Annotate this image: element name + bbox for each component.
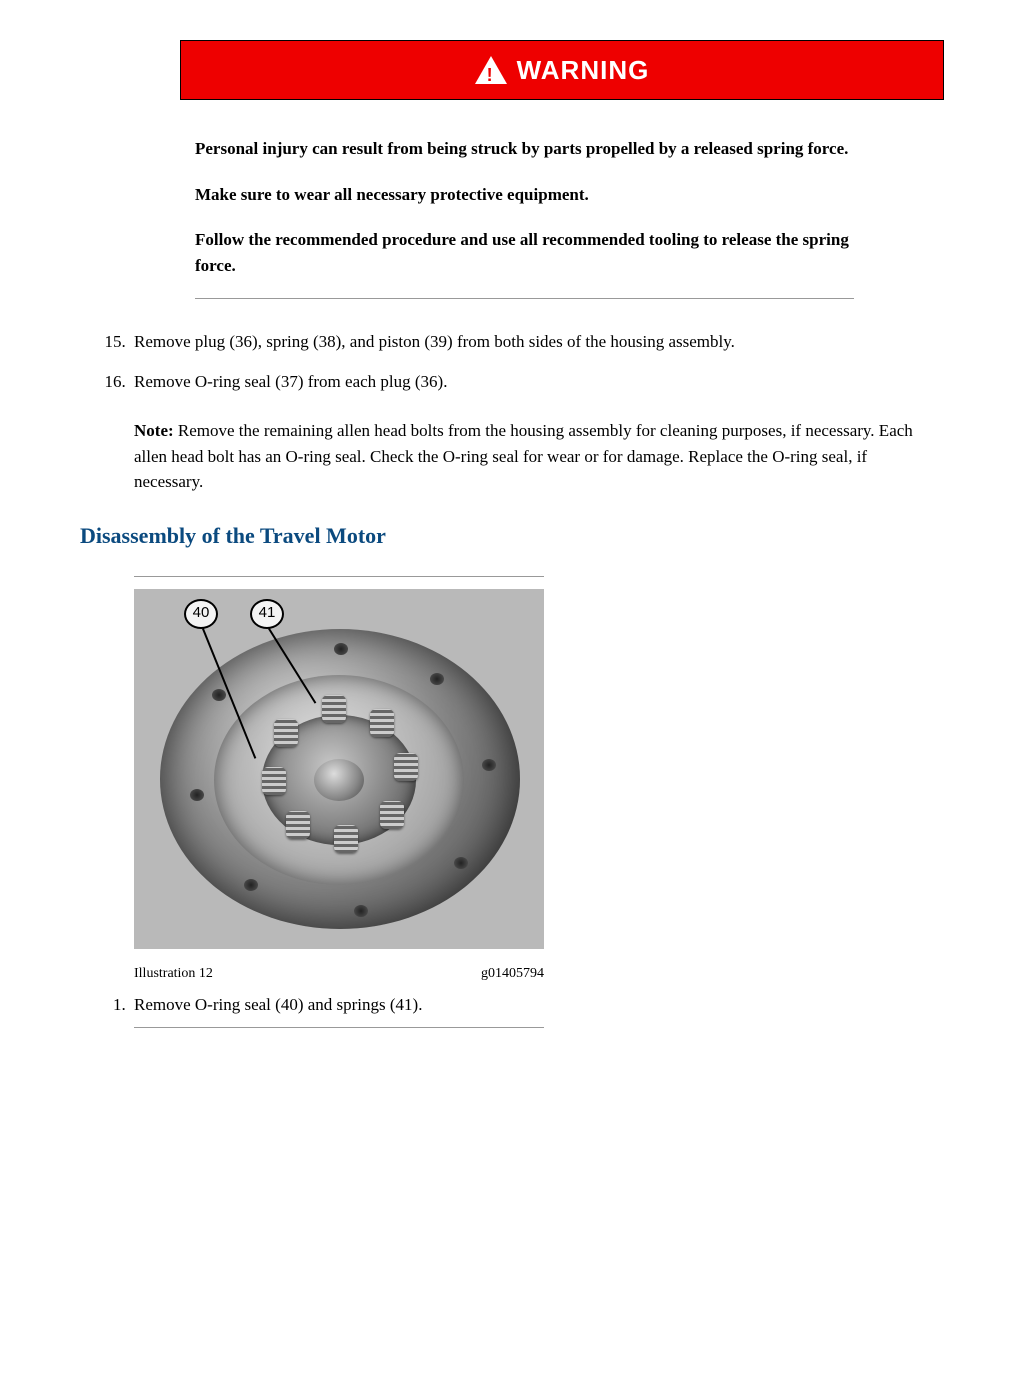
bolt-hole-shape: [354, 905, 368, 917]
spring-shape: [334, 825, 358, 853]
steps-list-upper: Remove plug (36), spring (38), and pisto…: [80, 329, 944, 394]
callout-label: 41: [259, 602, 276, 625]
spring-shape: [380, 801, 404, 829]
warning-paragraph: Personal injury can result from being st…: [195, 136, 854, 162]
callout-bubble: 40: [184, 599, 218, 629]
step-item: Remove O-ring seal (40) and springs (41)…: [130, 992, 944, 1018]
note-text: Remove the remaining allen head bolts fr…: [134, 421, 913, 491]
warning-paragraph: Make sure to wear all necessary protecti…: [195, 182, 854, 208]
bolt-hole-shape: [244, 879, 258, 891]
bolt-hole-shape: [212, 689, 226, 701]
spring-shape: [322, 695, 346, 723]
note-paragraph: Note: Remove the remaining allen head bo…: [134, 418, 924, 495]
figure-caption-row: Illustration 12 g01405794: [134, 963, 544, 984]
spring-shape: [274, 719, 298, 747]
figure-rule-bottom: [134, 1027, 544, 1028]
bolt-hole-shape: [482, 759, 496, 771]
bolt-hole-shape: [430, 673, 444, 685]
callout-label: 40: [193, 602, 210, 625]
spring-shape: [286, 811, 310, 839]
warning-body: Personal injury can result from being st…: [195, 136, 854, 278]
step-item: Remove plug (36), spring (38), and pisto…: [130, 329, 944, 355]
warning-banner: WARNING: [180, 40, 944, 100]
figure-illustration: 40 41: [134, 589, 544, 949]
section-heading: Disassembly of the Travel Motor: [80, 519, 944, 552]
divider: [195, 298, 854, 299]
figure-wrap: 40 41 Illustration 12 g01405794: [134, 589, 544, 984]
spring-shape: [370, 709, 394, 737]
bolt-hole-shape: [190, 789, 204, 801]
callout-bubble: 41: [250, 599, 284, 629]
motor-hub-shape: [314, 759, 364, 801]
warning-triangle-icon: [475, 56, 507, 84]
figure-caption-left: Illustration 12: [134, 963, 213, 984]
spring-shape: [262, 767, 286, 795]
warning-paragraph: Follow the recommended procedure and use…: [195, 227, 854, 278]
step-item: Remove O-ring seal (37) from each plug (…: [130, 369, 944, 395]
steps-list-lower: Remove O-ring seal (40) and springs (41)…: [80, 992, 944, 1018]
bolt-hole-shape: [454, 857, 468, 869]
note-label: Note:: [134, 421, 174, 440]
figure-caption-right: g01405794: [481, 963, 544, 984]
bolt-hole-shape: [334, 643, 348, 655]
figure-rule-top: [134, 576, 544, 577]
spring-shape: [394, 753, 418, 781]
warning-banner-label: WARNING: [517, 51, 650, 90]
